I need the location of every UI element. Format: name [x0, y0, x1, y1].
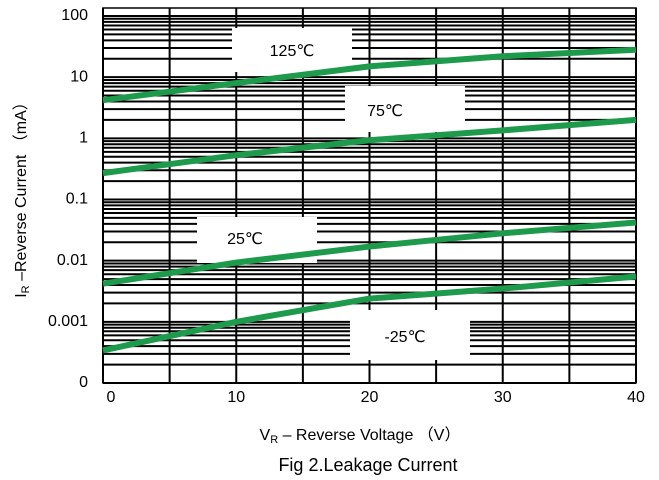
plot-frame — [102, 7, 637, 384]
series-label: 75℃ — [367, 103, 403, 120]
y-tick-label: 10 — [70, 68, 88, 85]
x-tick-label: 10 — [227, 389, 245, 406]
y-tick-label: 0.1 — [66, 191, 88, 208]
label-box — [232, 28, 352, 72]
label-box — [350, 310, 470, 360]
series-line — [102, 273, 637, 354]
y-tick-label: 100 — [61, 7, 88, 24]
y-axis-label: IR –Reverse Current （mA） — [12, 94, 32, 298]
series-line — [102, 116, 637, 177]
label-box — [345, 86, 465, 132]
y-tick-label: 1 — [79, 130, 88, 147]
series-label: 125℃ — [270, 43, 315, 60]
chart-title: Fig 2.Leakage Current — [278, 455, 457, 475]
y-tick-label: 0 — [79, 374, 88, 391]
x-tick-label: 20 — [361, 389, 379, 406]
x-tick-label: 0 — [107, 389, 116, 406]
series-label: -25℃ — [384, 329, 425, 346]
series-label: 25℃ — [227, 231, 263, 248]
series-line — [102, 219, 637, 287]
series-line — [102, 46, 637, 104]
x-tick-label: 40 — [627, 389, 645, 406]
y-tick-label: 0.01 — [57, 252, 88, 269]
x-axis-label: VR – Reverse Voltage （V） — [260, 426, 461, 446]
y-tick-label: 0.001 — [48, 313, 88, 330]
x-tick-label: 30 — [494, 389, 512, 406]
